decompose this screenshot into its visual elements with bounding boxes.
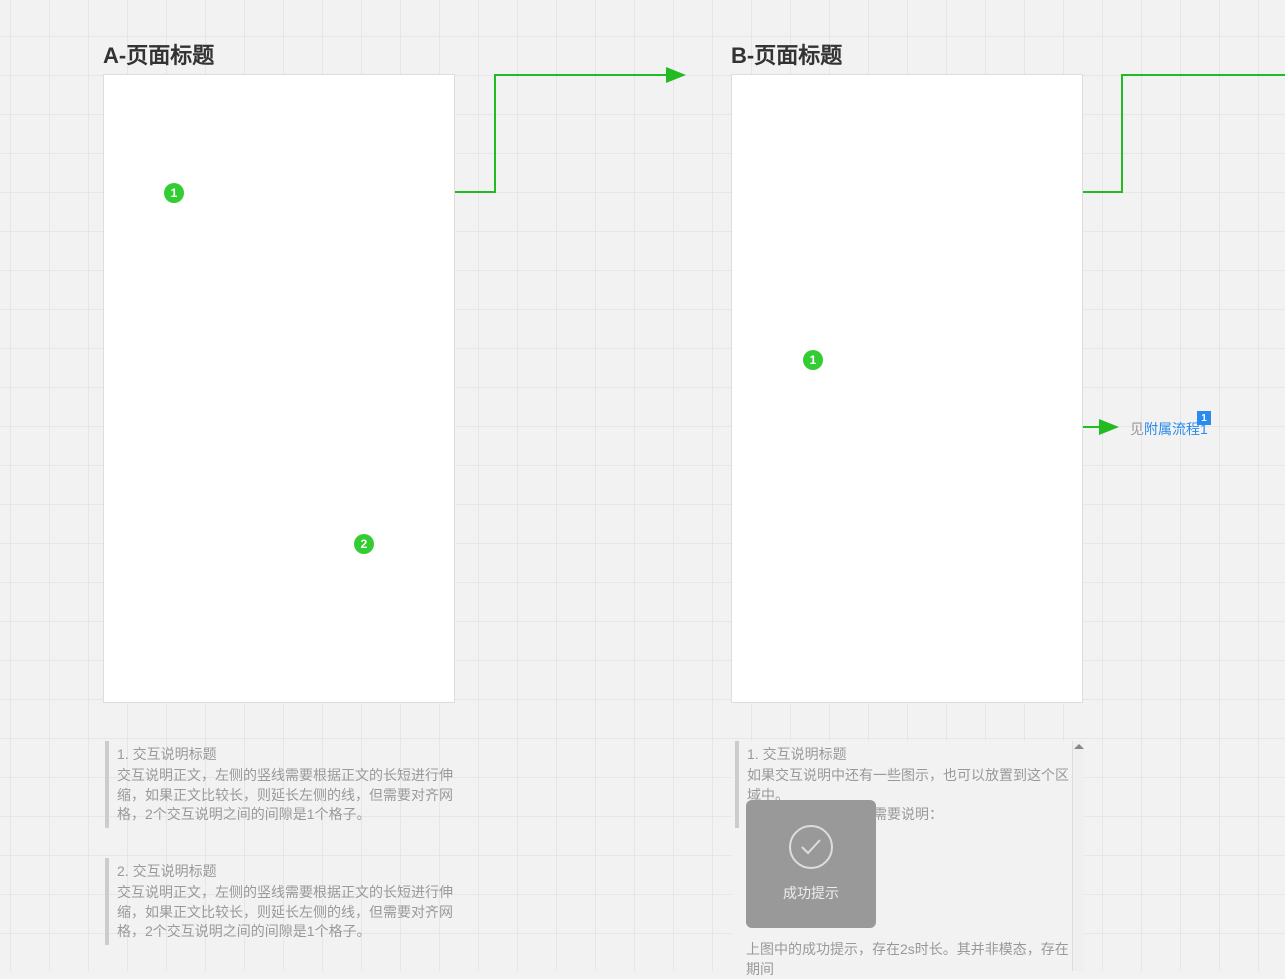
panel-b-mockup-frame [731, 74, 1083, 703]
note-body: 交互说明正文，左侧的竖线需要根据正文的长短进行伸缩，如果正文比较长，则延长左侧的… [117, 766, 457, 825]
note-accent-bar [735, 741, 739, 828]
panel-a-annotation-badge-2: 2 [354, 534, 374, 554]
check-icon [789, 825, 833, 869]
note-title: 1. 交互说明标题 [117, 744, 457, 764]
panel-b-scrollbar[interactable] [1072, 741, 1084, 971]
panel-a-mockup-frame [103, 74, 455, 703]
note-body: 交互说明正文，左侧的竖线需要根据正文的长短进行伸缩，如果正文比较长，则延长左侧的… [117, 883, 457, 942]
panel-a-note-1: 1. 交互说明标题 交互说明正文，左侧的竖线需要根据正文的长短进行伸缩，如果正文… [105, 741, 457, 828]
panel-a-note-2: 2. 交互说明标题 交互说明正文，左侧的竖线需要根据正文的长短进行伸缩，如果正文… [105, 858, 457, 945]
panel-a-annotation-badge-1: 1 [164, 183, 184, 203]
panel-b-title: B-页面标题 [731, 38, 842, 70]
note-title: 1. 交互说明标题 [747, 744, 1071, 764]
subflow-link-badge: 1 [1197, 411, 1211, 425]
panel-a-title: A-页面标题 [103, 38, 214, 70]
note-title: 2. 交互说明标题 [117, 861, 457, 881]
panel-b-note-footer: 上图中的成功提示，存在2s时长。其并非模态，存在期间 [746, 940, 1076, 979]
note-accent-bar [105, 741, 109, 828]
link-prefix: 见 [1130, 421, 1144, 437]
success-toast-example: 成功提示 [746, 800, 876, 928]
toast-label: 成功提示 [783, 883, 839, 903]
panel-b-annotation-badge-1: 1 [803, 350, 823, 370]
note-accent-bar [105, 858, 109, 945]
scroll-up-arrow-icon[interactable] [1074, 744, 1084, 749]
